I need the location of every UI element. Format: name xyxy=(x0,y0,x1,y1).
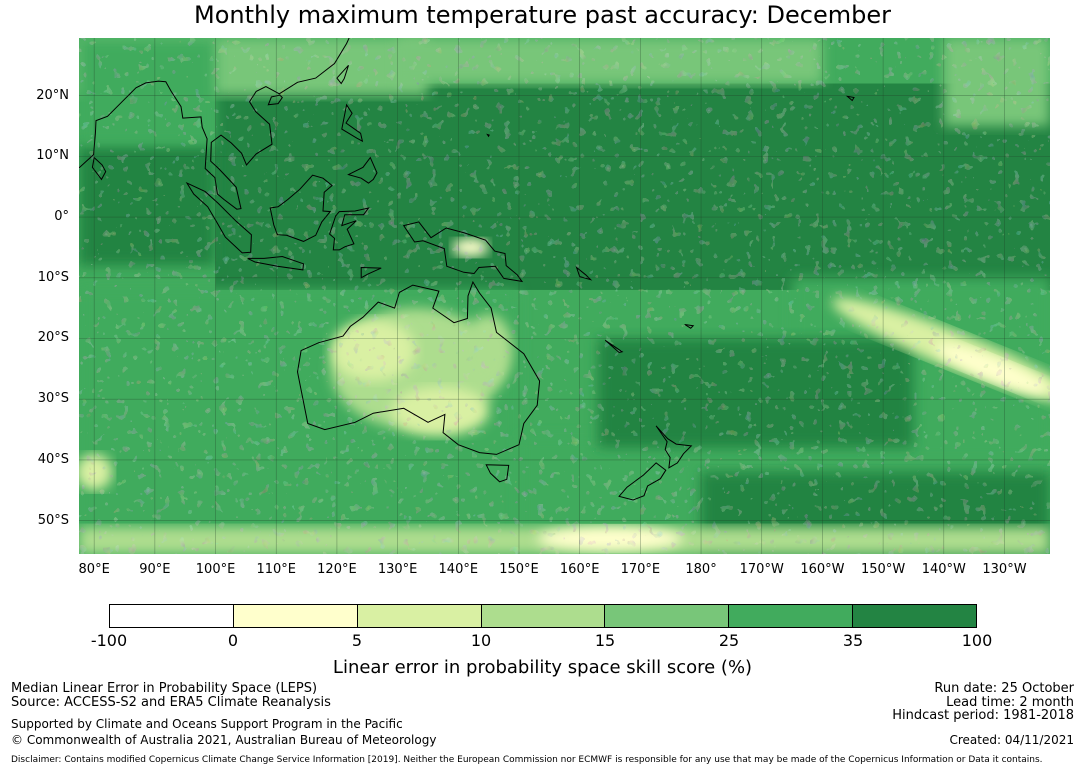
colorbar-tick-label: 0 xyxy=(227,631,239,650)
footer-hindcast: Hindcast period: 1981-2018 xyxy=(892,708,1074,723)
colorbar-tick-label: -100 xyxy=(90,631,128,650)
lon-label: 130°E xyxy=(377,562,418,577)
coast-guam xyxy=(486,133,490,138)
colorbar-segment xyxy=(110,605,234,627)
coast-hainan xyxy=(267,94,283,106)
colorbar-segment xyxy=(357,605,482,627)
field-speckle xyxy=(79,38,1050,554)
coast-tasmania xyxy=(485,464,510,483)
coast-solomon xyxy=(575,266,593,281)
coast-sri-lanka xyxy=(91,156,107,181)
coast-borneo xyxy=(269,174,333,242)
footer-leps: Median Linear Error in Probability Space… xyxy=(11,681,318,696)
coast-asia-mainland xyxy=(79,38,350,210)
gridlines xyxy=(79,38,1050,554)
coast-sulawesi xyxy=(329,207,370,251)
lon-label: 140°W xyxy=(921,562,966,577)
footer-support: Supported by Climate and Oceans Support … xyxy=(11,717,403,731)
colorbar-tick-label: 25 xyxy=(718,631,740,650)
lon-label: 120°E xyxy=(317,562,357,577)
colorbar-tick-label: 15 xyxy=(594,631,616,650)
lon-label: 90°E xyxy=(139,562,171,577)
coast-timor xyxy=(360,266,382,279)
lat-label: 50°S xyxy=(37,512,69,528)
lat-label: 40°S xyxy=(37,451,69,467)
lon-label: 110°E xyxy=(256,562,296,577)
lat-label: 30°S xyxy=(37,391,69,407)
footer-run-date: Run date: 25 October xyxy=(934,681,1074,696)
lon-label: 150°E xyxy=(499,562,539,577)
coast-java xyxy=(247,255,305,271)
footer-disclaimer: Disclaimer: Contains modified Copernicus… xyxy=(11,755,1043,765)
lon-label: 170°E xyxy=(620,562,661,577)
lon-label: 160°W xyxy=(800,562,845,577)
coast-fiji xyxy=(684,324,695,329)
colorbar-segment xyxy=(481,605,606,627)
coast-nz-south xyxy=(618,462,667,501)
colorbar-segment xyxy=(853,605,977,627)
coast-sumatra xyxy=(185,181,252,254)
colorbar-segment xyxy=(233,605,358,627)
coast-australia xyxy=(296,280,541,455)
map-title: Monthly maximum temperature past accurac… xyxy=(194,1,891,29)
coastlines xyxy=(79,38,855,501)
lat-label: 0° xyxy=(54,209,69,225)
colorbar-tick-label: 100 xyxy=(961,631,993,650)
footer-source: Source: ACCESS-S2 and ERA5 Climate Reana… xyxy=(11,695,331,710)
colorbar-tick-label: 10 xyxy=(470,631,492,650)
lon-label: 170°W xyxy=(739,562,784,577)
lon-label: 160°E xyxy=(559,562,600,577)
footer-lead-time: Lead time: 2 month xyxy=(946,695,1074,710)
coast-luzon xyxy=(341,103,364,143)
colorbar xyxy=(109,604,977,628)
lat-label: 20°S xyxy=(37,330,69,346)
coast-nz-north xyxy=(655,425,693,469)
coast-new-caledonia xyxy=(604,339,624,354)
map-canvas xyxy=(79,38,1050,554)
field-patches xyxy=(79,38,1050,554)
coast-new-guinea xyxy=(402,221,524,283)
skill-score-map[interactable] xyxy=(79,38,1050,554)
footer-created: Created: 04/11/2021 xyxy=(949,733,1074,747)
lon-label: 80°E xyxy=(78,562,110,577)
lon-label: 140°E xyxy=(438,562,479,577)
colorbar-tick-label: 5 xyxy=(351,631,363,650)
coast-hawaii xyxy=(845,95,855,102)
footer-copyright: © Commonwealth of Australia 2021, Austra… xyxy=(11,733,437,747)
lon-label: 180° xyxy=(685,562,717,577)
colorbar-tick-label: 35 xyxy=(842,631,864,650)
lat-label: 10°N xyxy=(36,148,69,164)
lat-label: 20°N xyxy=(36,87,69,103)
lon-label: 150°W xyxy=(861,562,906,577)
coast-mindanao xyxy=(347,156,378,184)
lat-label: 10°S xyxy=(37,269,69,285)
coast-taiwan xyxy=(336,64,349,85)
lon-label: 100°E xyxy=(195,562,236,577)
colorbar-segment xyxy=(605,605,730,627)
colorbar-label: Linear error in probability space skill … xyxy=(332,657,753,678)
colorbar-segment xyxy=(729,605,854,627)
lon-label: 130°W xyxy=(982,562,1027,577)
